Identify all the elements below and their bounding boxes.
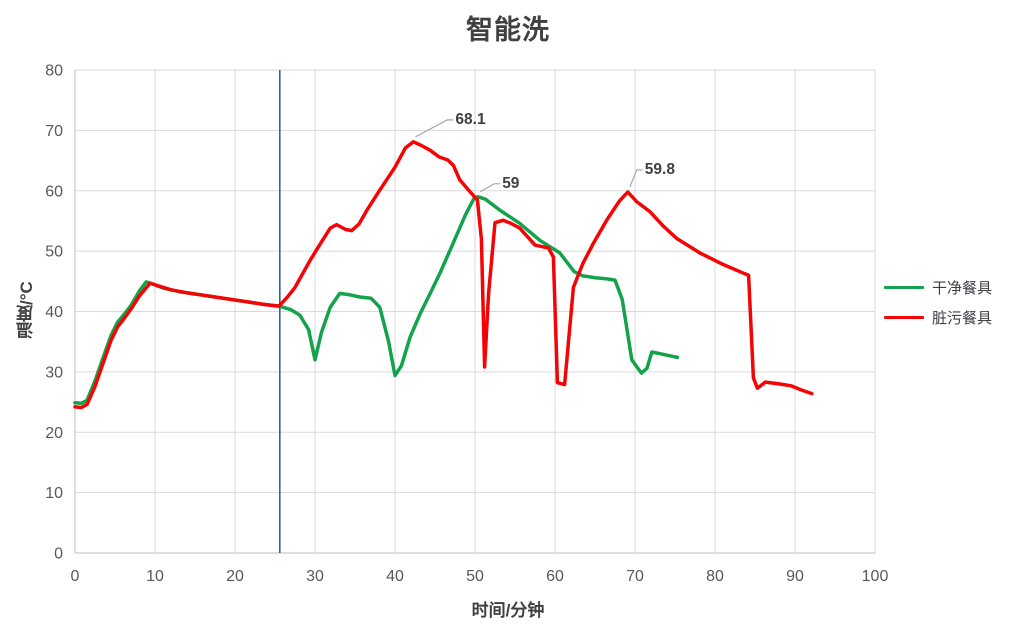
annotation-peak-59-8: 59.8 <box>644 160 675 178</box>
legend-item-dirty-dishes: 脏污餐具 <box>884 307 992 328</box>
annotation-leader <box>415 119 454 138</box>
x-tick-label: 20 <box>226 568 244 585</box>
annotation-leader <box>479 183 501 193</box>
legend-label-clean-dishes: 干净餐具 <box>932 281 993 297</box>
y-tick-label: 70 <box>45 123 63 140</box>
legend-line-swatch-red <box>884 316 924 319</box>
y-tick-label: 30 <box>45 364 63 381</box>
series-line-1 <box>73 140 814 410</box>
x-tick-label: 60 <box>546 568 564 585</box>
y-tick-label: 40 <box>45 304 63 321</box>
legend-item-clean-dishes: 干净餐具 <box>884 277 992 298</box>
x-axis-title: 时间/分钟 <box>471 601 545 620</box>
annotation-peak-59: 59 <box>502 174 520 192</box>
x-tick-label: 50 <box>466 568 484 585</box>
x-tick-label: 10 <box>146 568 164 585</box>
x-tick-label: 0 <box>71 568 80 585</box>
x-tick-label: 40 <box>386 568 404 585</box>
chart-title: 智能洗 <box>466 15 550 45</box>
y-tick-label: 20 <box>45 425 63 442</box>
x-tick-label: 80 <box>706 568 724 585</box>
y-axis-title: 温度/°C <box>17 281 36 339</box>
y-tick-label: 60 <box>45 183 63 200</box>
y-tick-label: 80 <box>45 63 63 80</box>
x-tick-label: 100 <box>862 568 889 585</box>
x-tick-label: 70 <box>626 568 644 585</box>
annotation-peak-68-1: 68.1 <box>455 110 486 128</box>
annotation-leader <box>629 169 643 188</box>
legend-line-swatch-green <box>884 286 924 289</box>
series-line-0 <box>73 195 680 406</box>
x-tick-label: 90 <box>786 568 804 585</box>
y-tick-label: 10 <box>45 485 63 502</box>
x-tick-label: 30 <box>306 568 324 585</box>
y-tick-label: 0 <box>54 546 63 563</box>
y-tick-label: 50 <box>45 244 63 261</box>
legend-label-dirty-dishes: 脏污餐具 <box>932 311 993 327</box>
legend: 干净餐具 脏污餐具 <box>884 277 992 328</box>
